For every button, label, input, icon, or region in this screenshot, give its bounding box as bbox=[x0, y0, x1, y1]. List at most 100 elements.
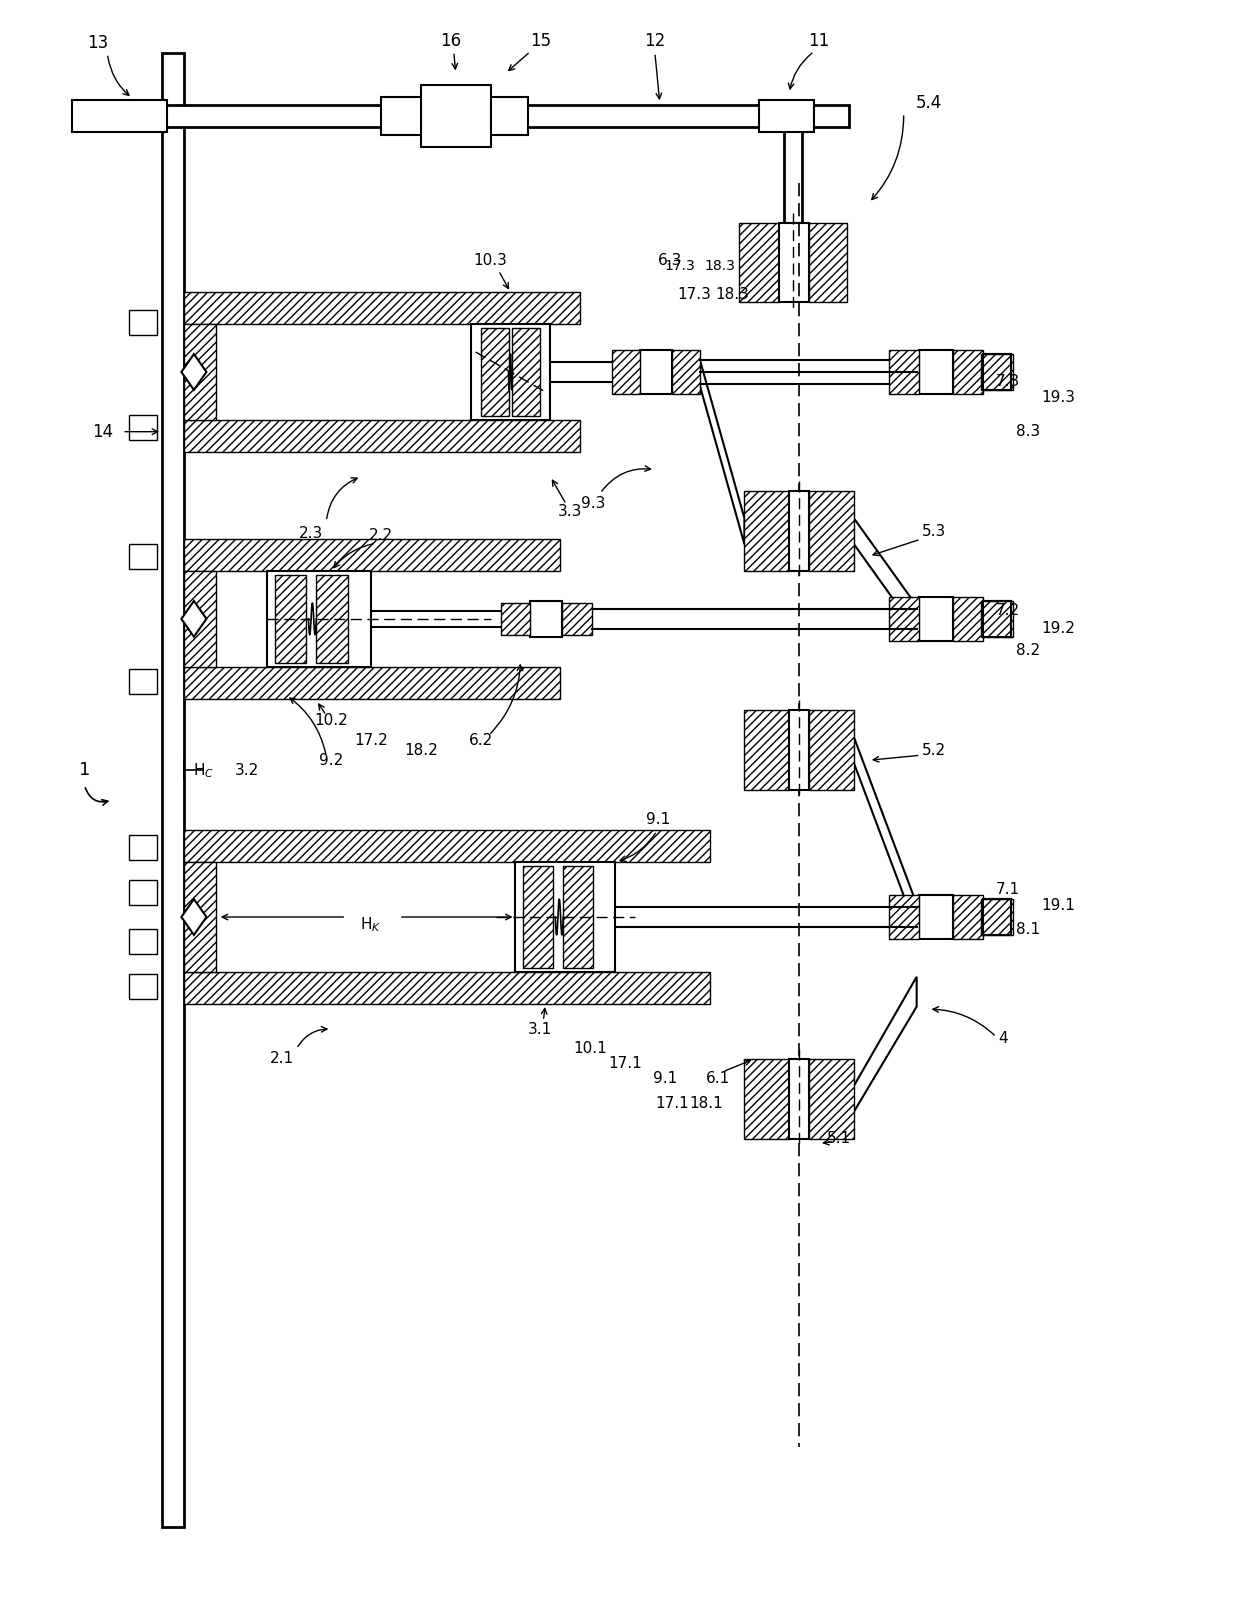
Bar bbox=[759, 100, 815, 133]
Bar bbox=[919, 896, 954, 940]
Bar bbox=[316, 575, 348, 663]
Text: 2.3: 2.3 bbox=[299, 526, 324, 541]
Text: 8.1: 8.1 bbox=[1016, 922, 1040, 936]
Text: 19.3: 19.3 bbox=[1042, 390, 1075, 405]
Bar bbox=[531, 601, 562, 637]
Bar bbox=[184, 420, 580, 452]
Bar bbox=[184, 972, 709, 1004]
Bar bbox=[954, 350, 983, 394]
Bar bbox=[810, 222, 847, 303]
Bar bbox=[789, 1059, 810, 1139]
Bar bbox=[72, 100, 167, 133]
Bar bbox=[184, 829, 709, 862]
Bar bbox=[789, 491, 810, 572]
Bar bbox=[267, 572, 371, 667]
Bar bbox=[889, 896, 919, 940]
Polygon shape bbox=[181, 355, 207, 390]
Bar bbox=[184, 324, 216, 420]
Text: 6.1: 6.1 bbox=[706, 1071, 729, 1087]
Bar bbox=[512, 329, 541, 416]
Text: 5.2: 5.2 bbox=[921, 742, 946, 758]
Bar bbox=[129, 834, 157, 860]
Polygon shape bbox=[854, 737, 916, 930]
Bar bbox=[563, 865, 593, 969]
Bar bbox=[789, 711, 810, 791]
Text: 17.2: 17.2 bbox=[355, 732, 388, 748]
Text: 3.1: 3.1 bbox=[528, 1022, 553, 1037]
Bar bbox=[919, 350, 954, 394]
Bar bbox=[981, 899, 1013, 935]
Text: 7.1: 7.1 bbox=[996, 883, 1021, 897]
Polygon shape bbox=[854, 977, 916, 1111]
Bar bbox=[184, 572, 216, 667]
Bar bbox=[983, 601, 1012, 637]
Bar bbox=[129, 415, 157, 439]
Bar bbox=[129, 930, 157, 954]
Bar bbox=[954, 596, 983, 642]
Text: 4: 4 bbox=[998, 1032, 1008, 1047]
Bar bbox=[562, 603, 593, 635]
Bar bbox=[184, 539, 560, 572]
Bar bbox=[889, 350, 919, 394]
Text: 7.3: 7.3 bbox=[996, 374, 1021, 389]
Bar bbox=[919, 596, 954, 642]
Text: 7.2: 7.2 bbox=[996, 603, 1021, 619]
Text: 18.1: 18.1 bbox=[689, 1097, 723, 1111]
Text: 5.4: 5.4 bbox=[915, 94, 941, 112]
Bar bbox=[744, 1059, 789, 1139]
Bar bbox=[779, 222, 810, 303]
Polygon shape bbox=[181, 601, 207, 637]
Bar bbox=[471, 324, 551, 420]
Text: 17.1: 17.1 bbox=[655, 1097, 688, 1111]
Bar bbox=[501, 603, 531, 635]
Text: 17.1: 17.1 bbox=[608, 1056, 642, 1071]
Bar bbox=[810, 1059, 854, 1139]
Text: 9.2: 9.2 bbox=[319, 753, 343, 768]
Text: 13: 13 bbox=[87, 34, 108, 52]
Bar bbox=[481, 329, 508, 416]
Bar bbox=[162, 53, 184, 1526]
Text: 10.2: 10.2 bbox=[315, 713, 348, 727]
Text: 6.2: 6.2 bbox=[469, 732, 492, 748]
Bar bbox=[613, 350, 640, 394]
Text: 9.1: 9.1 bbox=[646, 813, 670, 828]
Bar bbox=[184, 292, 580, 324]
Bar bbox=[274, 575, 306, 663]
Bar bbox=[129, 880, 157, 904]
Bar bbox=[420, 86, 491, 147]
Bar bbox=[184, 667, 560, 698]
Text: 11: 11 bbox=[808, 32, 830, 50]
Text: 18.3: 18.3 bbox=[715, 287, 749, 301]
Bar bbox=[983, 899, 1012, 935]
Text: 5.1: 5.1 bbox=[827, 1131, 851, 1145]
Bar bbox=[491, 97, 528, 134]
Bar bbox=[981, 355, 1013, 390]
Bar bbox=[954, 896, 983, 940]
Text: 19.2: 19.2 bbox=[1042, 622, 1075, 637]
Bar bbox=[981, 601, 1013, 637]
Bar bbox=[983, 601, 1012, 637]
Text: 10.1: 10.1 bbox=[573, 1042, 608, 1056]
Bar bbox=[672, 350, 699, 394]
Text: 14: 14 bbox=[92, 423, 113, 441]
Text: 18.3: 18.3 bbox=[704, 259, 735, 274]
Text: 17.3: 17.3 bbox=[678, 287, 712, 301]
Text: 16: 16 bbox=[440, 32, 461, 50]
Bar bbox=[516, 862, 615, 972]
Text: 8.3: 8.3 bbox=[1016, 424, 1040, 439]
Text: 5.3: 5.3 bbox=[921, 523, 946, 539]
Bar bbox=[983, 899, 1012, 935]
Polygon shape bbox=[699, 360, 744, 544]
Bar bbox=[739, 222, 779, 303]
Polygon shape bbox=[181, 899, 207, 935]
Bar bbox=[381, 97, 420, 134]
Text: 17.3: 17.3 bbox=[665, 259, 696, 274]
Text: 1: 1 bbox=[78, 761, 91, 779]
Bar bbox=[744, 491, 789, 572]
Bar bbox=[129, 544, 157, 569]
Bar bbox=[129, 669, 157, 693]
Bar bbox=[983, 355, 1012, 390]
Bar bbox=[983, 355, 1012, 390]
Bar bbox=[889, 596, 919, 642]
Text: 15: 15 bbox=[529, 32, 551, 50]
